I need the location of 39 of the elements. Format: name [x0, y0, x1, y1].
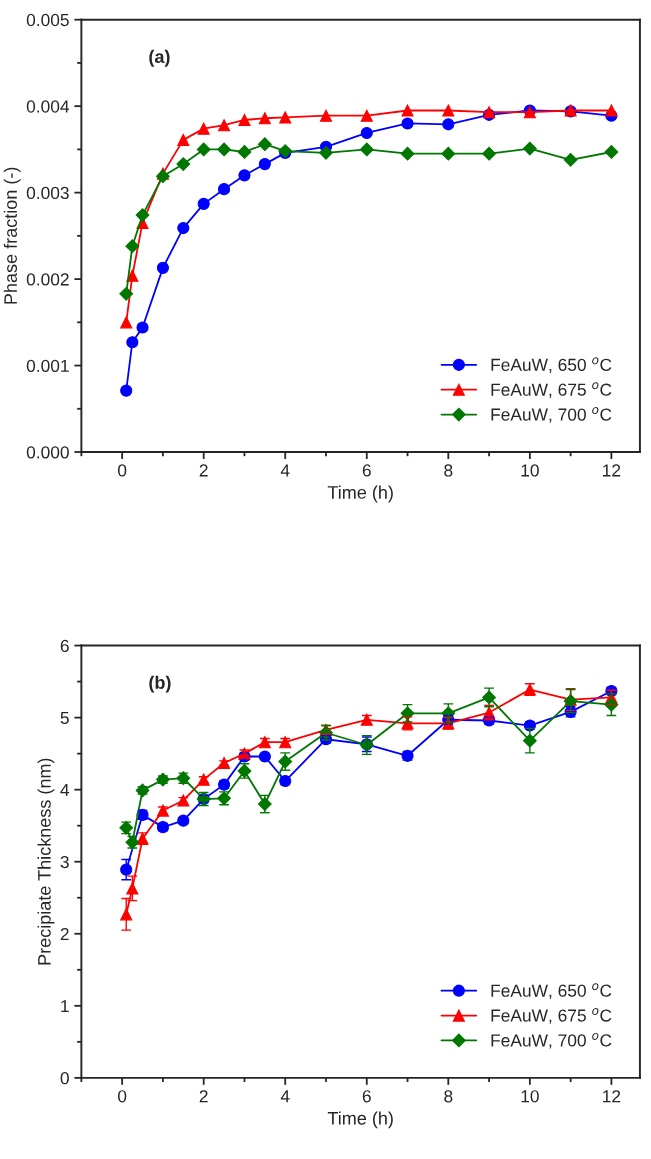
x-tick-label: 10: [521, 1090, 539, 1103]
annotation: (b): [149, 675, 171, 693]
x-axis-title: Time (h): [327, 1111, 393, 1129]
x-tick-label: 10: [521, 464, 539, 477]
y-tick-label: 4: [60, 784, 70, 796]
y-tick-label: 0.001: [26, 359, 69, 373]
x-tick-label: 6: [362, 1090, 371, 1103]
x-tick-label: 0: [118, 464, 127, 477]
y-tick-label: 0.002: [26, 273, 69, 286]
y-tick-label: 2: [60, 927, 69, 941]
x-tick-label: 4: [280, 1090, 290, 1103]
x-tick-label: 2: [199, 464, 208, 477]
y-tick-label: 3: [60, 855, 69, 869]
y-tick-label: 0.000: [26, 446, 69, 459]
y-tick-label: 6: [60, 639, 69, 653]
y-tick-label: 0: [60, 1072, 69, 1085]
legend-label: FeAuW, 650 $^{o}$C: [491, 357, 612, 374]
x-axis-title: Time (h): [327, 485, 393, 503]
y-axis-title: Phase fraction (-): [3, 167, 21, 304]
legend-label: FeAuW, 650 $^{o}$C: [491, 983, 612, 999]
y-tick-label: 5: [60, 711, 69, 725]
x-tick-label: 12: [603, 1090, 621, 1103]
y-tick-label: 0.003: [26, 186, 69, 200]
x-tick-label: 8: [444, 464, 453, 477]
y-axis-title: Precipiate Thickness (nm): [37, 758, 55, 965]
legend-label: FeAuW, 700 $^{o}$C: [491, 407, 612, 423]
x-tick-label: 2: [199, 1090, 208, 1103]
x-tick-label: 4: [280, 464, 290, 477]
x-tick-label: 12: [603, 464, 621, 477]
x-tick-label: 8: [444, 1090, 453, 1103]
x-tick-label: 0: [118, 1090, 127, 1103]
legend-label: FeAuW, 675 $^{o}$C: [491, 1008, 612, 1024]
y-tick-label: 0.005: [26, 13, 69, 27]
legend-label: FeAuW, 700 $^{o}$C: [491, 1032, 612, 1049]
annotation: (a): [149, 49, 170, 67]
x-tick-label: 6: [362, 464, 371, 477]
legend-label: FeAuW, 675 $^{o}$C: [491, 382, 612, 398]
y-tick-label: 0.004: [26, 100, 70, 113]
y-tick-label: 1: [61, 1000, 69, 1013]
